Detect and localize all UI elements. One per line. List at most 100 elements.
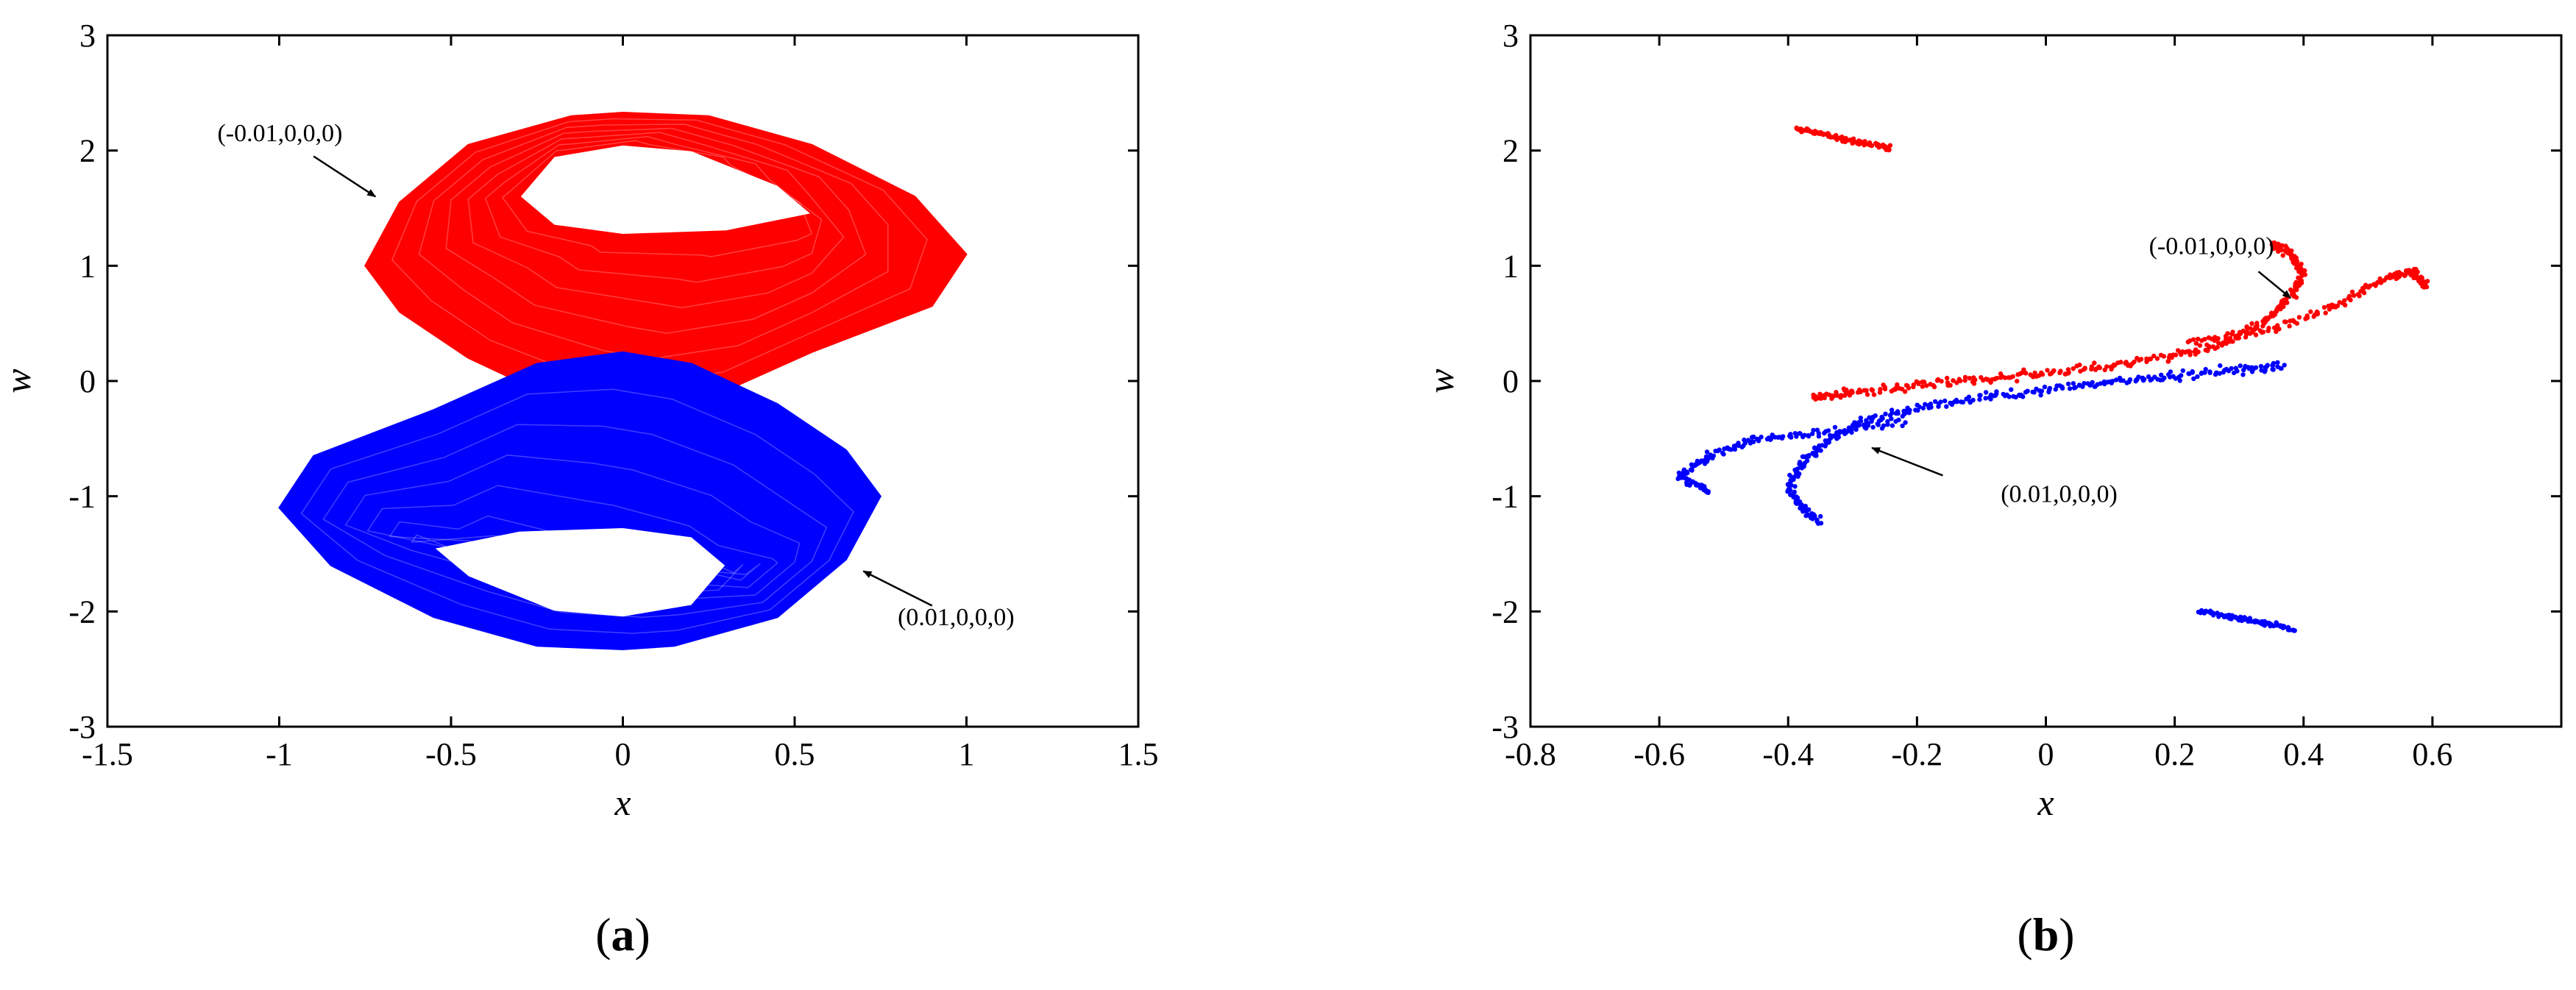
data-point <box>1731 444 1737 449</box>
data-point <box>2166 358 2171 363</box>
data-point <box>1806 433 1812 439</box>
data-point <box>2042 384 2048 390</box>
data-point <box>1695 482 1700 488</box>
y-tick-label: 3 <box>79 18 96 54</box>
y-tick-label: 1 <box>79 248 96 284</box>
trajectory-streak <box>322 424 828 618</box>
data-point <box>2187 371 2192 377</box>
data-point <box>2051 368 2057 374</box>
data-point <box>2071 366 2076 371</box>
data-point <box>2299 261 2304 267</box>
data-point <box>2292 288 2297 293</box>
data-point <box>1817 391 1823 396</box>
data-point <box>2173 376 2178 381</box>
data-point <box>1971 375 1976 380</box>
data-point <box>1794 126 1800 131</box>
data-point <box>1882 386 1888 392</box>
data-point <box>2207 370 2213 375</box>
data-point <box>2230 339 2235 344</box>
data-point <box>2227 335 2233 341</box>
data-point <box>1832 433 1837 438</box>
series-blue <box>278 351 881 651</box>
data-point <box>2399 271 2405 277</box>
plot-area <box>1675 125 2430 633</box>
data-point <box>2154 356 2160 361</box>
data-point <box>2045 368 2050 373</box>
data-point <box>2229 616 2234 622</box>
data-point <box>2215 341 2221 346</box>
data-point <box>2343 302 2348 307</box>
data-point <box>1689 468 1695 473</box>
data-point <box>2271 363 2276 368</box>
data-point <box>2195 374 2200 380</box>
data-point <box>2221 369 2226 375</box>
data-point <box>1786 483 1792 488</box>
data-point <box>2289 252 2294 257</box>
data-point <box>2394 270 2399 275</box>
data-point <box>1915 402 1920 407</box>
data-point <box>2270 366 2275 372</box>
data-point <box>2151 353 2157 359</box>
data-point <box>1802 432 1807 438</box>
data-point <box>2211 613 2216 618</box>
data-point <box>2138 357 2144 362</box>
data-point <box>1822 430 1827 435</box>
annotation-arrow <box>862 570 933 607</box>
data-point <box>2248 326 2253 331</box>
data-point <box>2032 370 2037 376</box>
plot-area <box>278 111 968 651</box>
trajectory-streak <box>366 485 778 588</box>
data-point <box>1708 452 1713 457</box>
y-tick-label: -2 <box>68 594 96 630</box>
data-point <box>1690 479 1695 484</box>
data-point <box>2195 336 2201 342</box>
data-point <box>2148 377 2153 383</box>
data-point <box>1806 507 1812 512</box>
data-point <box>1787 487 1792 493</box>
data-point <box>2158 352 2164 357</box>
data-point <box>1959 399 1964 405</box>
data-point <box>1847 138 1853 143</box>
data-point <box>2038 393 2043 398</box>
data-point <box>1870 424 1876 430</box>
data-point <box>1834 390 1839 395</box>
data-point <box>2378 280 2384 285</box>
data-point <box>1725 446 1731 451</box>
data-point <box>1826 134 1831 139</box>
data-point <box>2028 372 2033 377</box>
panel-label: (b) <box>2017 908 2074 961</box>
annotation-arrow <box>313 155 377 198</box>
data-point <box>1911 382 1916 388</box>
data-point <box>1831 393 1836 399</box>
data-point <box>2065 381 2071 387</box>
data-point <box>2258 363 2264 369</box>
data-point <box>1962 378 1968 383</box>
data-point <box>2133 379 2138 384</box>
data-point <box>1906 385 1912 391</box>
data-point <box>2215 344 2220 350</box>
data-point <box>2291 261 2297 266</box>
data-point <box>1812 446 1817 451</box>
data-point <box>2047 385 2053 391</box>
data-point <box>1948 382 1953 388</box>
data-point <box>2240 372 2246 377</box>
data-point <box>1849 430 1854 435</box>
annotation-label: (0.01,0,0,0) <box>898 604 1015 631</box>
data-point <box>2132 359 2137 365</box>
data-point <box>2284 299 2289 305</box>
data-point <box>1823 440 1828 445</box>
trajectory-streak <box>501 140 813 257</box>
data-point <box>2321 305 2327 310</box>
data-point <box>1810 431 1815 436</box>
data-point <box>2023 390 2029 395</box>
data-point <box>2010 374 2015 380</box>
trajectory-streak <box>300 388 855 634</box>
data-point <box>1794 501 1800 506</box>
data-point <box>1858 389 1863 394</box>
data-point <box>1923 402 1928 407</box>
data-point <box>2225 331 2230 336</box>
data-point <box>2092 360 2097 366</box>
data-point <box>1816 396 1822 401</box>
data-point <box>1806 454 1812 459</box>
data-point <box>1900 413 1905 419</box>
